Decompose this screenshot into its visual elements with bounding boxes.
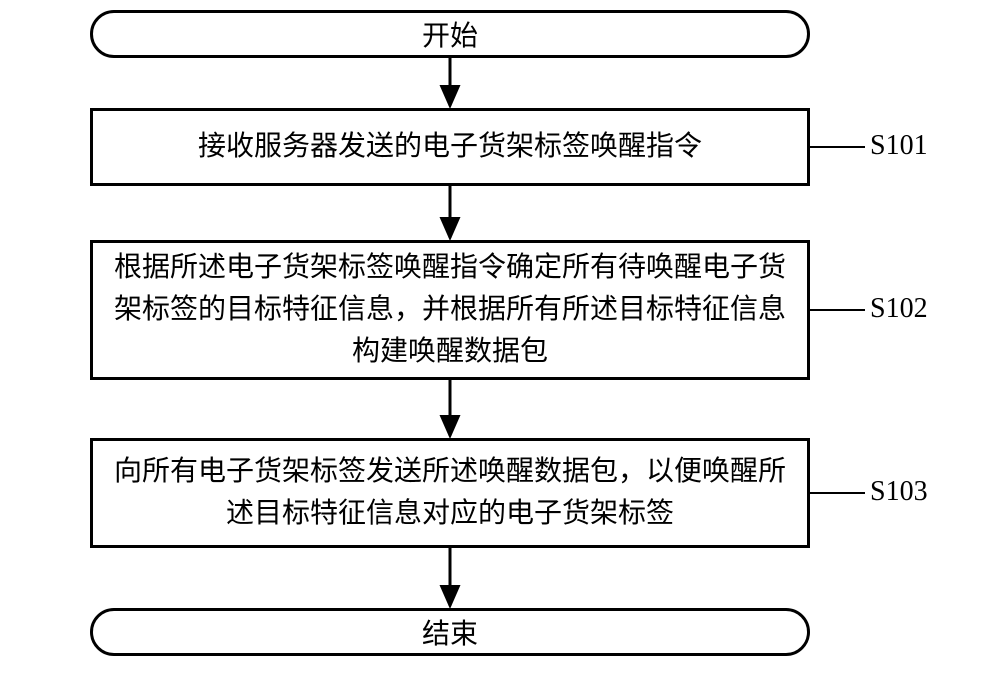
label-s103-text: S103	[870, 476, 928, 507]
flowchart-container: 开始 接收服务器发送的电子货架标签唤醒指令 S101 根据所述电子货架标签唤醒指…	[0, 0, 1000, 680]
start-node: 开始	[90, 10, 810, 58]
start-text: 开始	[422, 14, 478, 54]
process-s101: 接收服务器发送的电子货架标签唤醒指令	[90, 108, 810, 186]
label-connectors	[810, 147, 865, 493]
s101-text: 接收服务器发送的电子货架标签唤醒指令	[198, 126, 702, 168]
label-s103: S103	[870, 476, 928, 508]
end-text: 结束	[422, 612, 478, 652]
end-node: 结束	[90, 608, 810, 656]
s103-text: 向所有电子货架标签发送所述唤醒数据包，以便唤醒所述目标特征信息对应的电子货架标签	[113, 451, 787, 535]
label-s101: S101	[870, 130, 928, 162]
s102-text: 根据所述电子货架标签唤醒指令确定所有待唤醒电子货架标签的目标特征信息，并根据所有…	[113, 247, 787, 373]
label-s102: S102	[870, 293, 928, 325]
label-s102-text: S102	[870, 293, 928, 324]
label-s101-text: S101	[870, 130, 928, 161]
process-s103: 向所有电子货架标签发送所述唤醒数据包，以便唤醒所述目标特征信息对应的电子货架标签	[90, 438, 810, 548]
process-s102: 根据所述电子货架标签唤醒指令确定所有待唤醒电子货架标签的目标特征信息，并根据所有…	[90, 240, 810, 380]
